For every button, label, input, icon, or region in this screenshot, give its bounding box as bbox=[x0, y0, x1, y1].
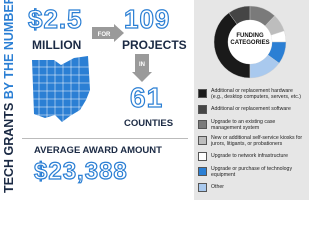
side-title: TECH GRANTS BY THE NUMBERS bbox=[2, 0, 16, 193]
arrow-label: IN bbox=[139, 62, 145, 68]
legend-item: Additional or replacement hardware (e.g.… bbox=[198, 86, 306, 102]
legend-swatch bbox=[198, 182, 207, 192]
donut-hole bbox=[228, 20, 272, 64]
legend-label: Additional or replacement software bbox=[211, 106, 291, 113]
legend-label: Additional or replacement hardware (e.g.… bbox=[211, 87, 301, 100]
projects-label: PROJECTS bbox=[122, 38, 187, 52]
legend-item: Other bbox=[198, 180, 306, 196]
donut-chart bbox=[213, 5, 287, 79]
infographic: TECH GRANTS BY THE NUMBERS $2.5 MILLION … bbox=[0, 0, 309, 200]
legend-item: Additional or replacement software bbox=[198, 102, 306, 118]
side-title-part: BY THE NUMBERS bbox=[2, 0, 16, 100]
legend-swatch bbox=[198, 167, 207, 177]
legend-swatch bbox=[198, 151, 207, 161]
legend-item: New or additional self-service kiosks fo… bbox=[198, 133, 306, 149]
counties: 61 bbox=[129, 81, 164, 113]
legend-swatch bbox=[198, 120, 207, 130]
counties-label: COUNTIES bbox=[124, 118, 174, 129]
legend-label: New or additional self-service kiosks fo… bbox=[211, 134, 303, 147]
arrow-label: FOR bbox=[98, 32, 111, 38]
legend-item: Upgrade or purchase of technology equipm… bbox=[198, 164, 306, 180]
amount: $2.5 bbox=[27, 3, 83, 34]
legend: Additional or replacement hardware (e.g.… bbox=[198, 86, 306, 195]
arrow: IN bbox=[132, 54, 152, 82]
legend-swatch bbox=[198, 89, 207, 99]
legend-label: Upgrade to network infrastructure bbox=[211, 153, 288, 160]
amount-unit: MILLION bbox=[32, 38, 82, 52]
legend-item: Upgrade to network infrastructure bbox=[198, 148, 306, 164]
arrow: FOR bbox=[92, 24, 124, 42]
projects: 109 bbox=[123, 3, 171, 34]
chart-title: FUNDING CATEGORIES bbox=[230, 33, 270, 46]
divider bbox=[22, 138, 188, 139]
side-title-part: TECH GRANTS bbox=[2, 102, 16, 193]
legend-label: Upgrade or purchase of technology equipm… bbox=[211, 165, 293, 178]
legend-item: Upgrade to an existing case management s… bbox=[198, 117, 306, 133]
ohio-map bbox=[32, 56, 90, 122]
legend-swatch bbox=[198, 104, 207, 114]
legend-label: Upgrade to an existing case management s… bbox=[211, 118, 276, 131]
average-label: AVERAGE AWARD AMOUNT bbox=[34, 145, 162, 156]
legend-swatch bbox=[198, 136, 207, 146]
average: $23,388 bbox=[33, 157, 128, 185]
legend-label: Other bbox=[211, 184, 224, 191]
